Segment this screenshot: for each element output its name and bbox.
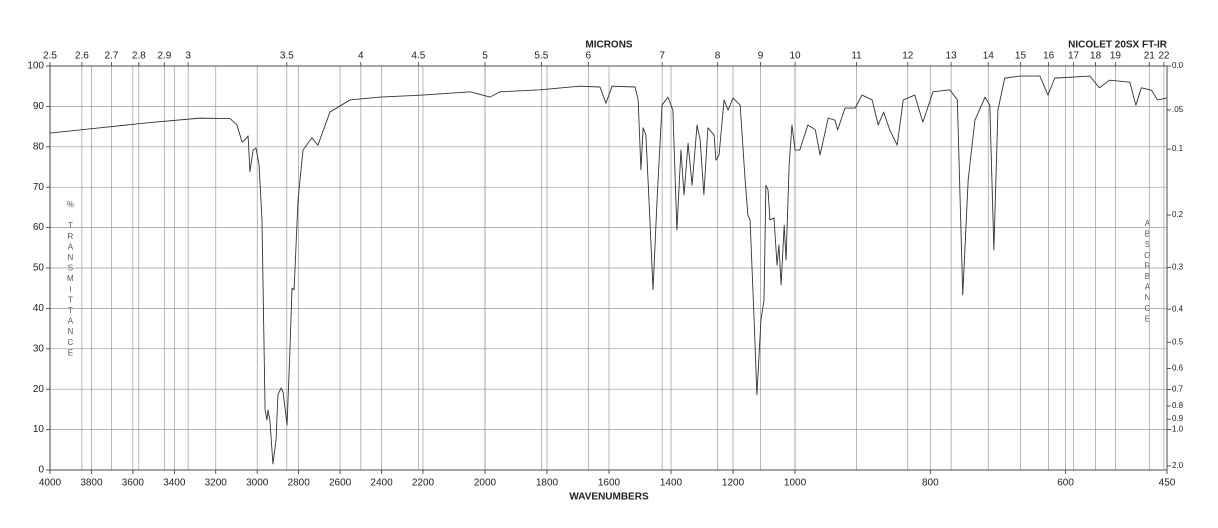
- x-tick-label: 1200: [722, 478, 745, 489]
- y-tick-label: 80: [33, 141, 45, 152]
- x-tick-label: 600: [1057, 478, 1074, 489]
- y-tick-label: 0: [38, 465, 44, 476]
- y-axis-label: % TRANSMITTANCE: [66, 200, 75, 359]
- y2-tick-label: 1.0: [1172, 425, 1184, 434]
- x2-tick-label: 10: [789, 51, 801, 62]
- x2-tick-label: 2.9: [157, 51, 171, 62]
- x2-tick-label: 2.6: [75, 51, 89, 62]
- y-tick-label: 90: [33, 101, 45, 112]
- y-tick-label: 30: [33, 343, 45, 354]
- x-tick-label: 800: [922, 478, 939, 489]
- x-tick-label: 2200: [412, 478, 435, 489]
- x2-tick-label: 9: [758, 51, 764, 62]
- x-tick-label: 1600: [598, 478, 621, 489]
- x2-tick-label: 4.5: [411, 51, 425, 62]
- x2-tick-label: 19: [1110, 51, 1122, 62]
- y2-tick-label: 0.3: [1172, 263, 1184, 272]
- x2-tick-label: 6: [586, 51, 592, 62]
- y-tick-label: 10: [33, 424, 45, 435]
- x-tick-label: 3000: [246, 478, 269, 489]
- x-tick-label: 1400: [660, 478, 683, 489]
- y2-tick-label: 0.1: [1172, 144, 1184, 153]
- y-tick-label: 40: [33, 303, 45, 314]
- x2-tick-label: 4: [358, 51, 364, 62]
- x2-tick-label: 22: [1158, 51, 1170, 62]
- x2-tick-label: 16: [1043, 51, 1055, 62]
- x-tick-label: 450: [1159, 478, 1176, 489]
- x-tick-label: 3200: [205, 478, 228, 489]
- x-tick-label: 2400: [370, 478, 393, 489]
- y-tick-label: 70: [33, 182, 45, 193]
- y2-axis-label: ABSORBANCE: [1143, 219, 1152, 325]
- x-tick-label: 1800: [536, 478, 559, 489]
- x-tick-label: 3400: [163, 478, 186, 489]
- x-tick-label: 2000: [474, 478, 497, 489]
- x-axis-label: WAVENUMBERS: [569, 492, 649, 503]
- x2-tick-label: 3: [185, 51, 191, 62]
- x2-axis-label: MICRONS: [585, 40, 633, 51]
- x2-tick-label: 13: [946, 51, 958, 62]
- x-tick-label: 1000: [784, 478, 807, 489]
- x2-tick-label: 8: [715, 51, 721, 62]
- x2-tick-label: 15: [1015, 51, 1027, 62]
- y2-tick-label: 0.0: [1172, 61, 1184, 70]
- y2-tick-label: 0.5: [1172, 337, 1184, 346]
- y2-tick-label: 0.8: [1172, 401, 1184, 410]
- y2-tick-label: .05: [1172, 105, 1184, 114]
- y2-tick-label: 0.7: [1172, 385, 1184, 394]
- x2-tick-label: 5.5: [534, 51, 548, 62]
- y-tick-label: 60: [33, 222, 45, 233]
- x2-tick-label: 14: [983, 51, 995, 62]
- chart-title: NICOLET 20SX FT-IR: [1068, 40, 1168, 51]
- x-tick-label: 4000: [39, 478, 62, 489]
- x-tick-label: 3600: [122, 478, 145, 489]
- x-tick-label: 2600: [329, 478, 352, 489]
- y-tick-label: 100: [27, 61, 44, 72]
- x-tick-label: 2800: [288, 478, 311, 489]
- x2-tick-label: 2.8: [132, 51, 146, 62]
- spectrum-line: [49, 75, 1168, 465]
- x2-tick-label: 2.7: [104, 51, 118, 62]
- y2-tick-label: 0.6: [1172, 364, 1184, 373]
- x2-tick-label: 2.5: [43, 51, 57, 62]
- x2-tick-label: 11: [851, 51, 862, 62]
- x2-tick-label: 17: [1068, 51, 1080, 62]
- x-tick-label: 3800: [80, 478, 103, 489]
- y-tick-label: 50: [33, 263, 45, 274]
- y2-tick-label: 0.9: [1172, 414, 1184, 423]
- y-tick-label: 20: [33, 384, 45, 395]
- x2-tick-label: 7: [659, 51, 665, 62]
- y2-tick-label: 0.2: [1172, 210, 1184, 219]
- x2-tick-label: 21: [1144, 51, 1156, 62]
- grid: [49, 65, 1168, 471]
- x2-tick-label: 5: [482, 51, 488, 62]
- y2-tick-label: 2.0: [1172, 461, 1184, 470]
- x2-tick-label: 3.5: [280, 51, 294, 62]
- y2-tick-label: 0.4: [1172, 304, 1184, 313]
- x2-tick-label: 18: [1090, 51, 1102, 62]
- plot-frame: [49, 65, 1168, 471]
- x2-tick-label: 12: [902, 51, 914, 62]
